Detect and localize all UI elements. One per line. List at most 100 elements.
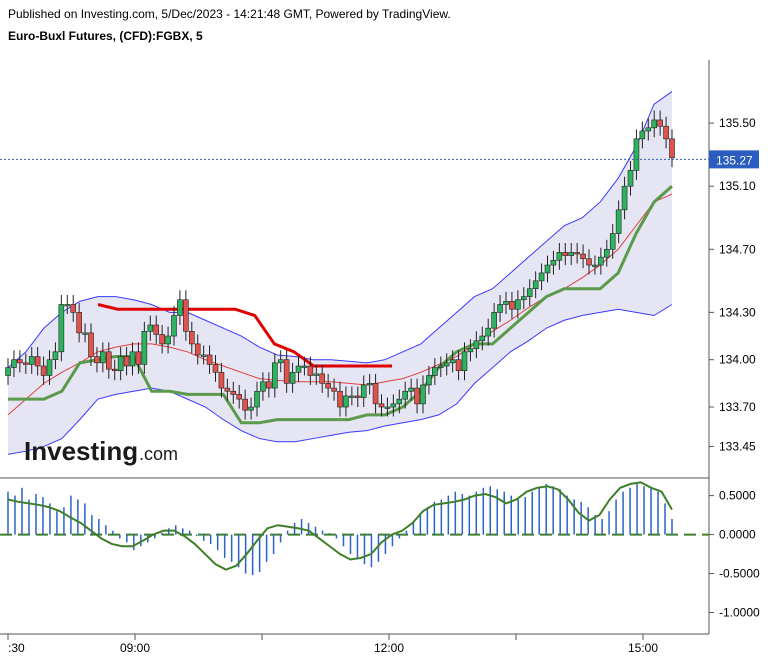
candle-body <box>283 359 290 384</box>
time-tick-label: :30 <box>8 641 25 655</box>
logo-brand: Investing <box>24 436 138 466</box>
candle-body <box>313 373 320 376</box>
price-tick-labels: 135.50 135.10 134.70 134.30 134.00 133.70 133.… <box>709 116 756 453</box>
candle <box>432 358 438 385</box>
candle-body <box>449 359 456 364</box>
candle <box>378 394 385 417</box>
candle <box>46 350 53 385</box>
candle-body <box>5 367 11 376</box>
candle <box>183 290 189 341</box>
candle-body <box>603 248 610 258</box>
candle <box>301 356 308 376</box>
candle-body <box>64 304 71 307</box>
last-price-badge <box>709 150 759 169</box>
candle <box>615 200 622 243</box>
candle <box>627 160 634 196</box>
candle-body <box>467 348 474 353</box>
candle <box>307 356 314 385</box>
candle-body <box>135 351 142 365</box>
candle-body <box>94 356 100 364</box>
candle-body <box>598 256 604 266</box>
candle <box>313 364 320 385</box>
candle-body <box>147 324 154 332</box>
candle-body <box>254 390 260 408</box>
candle-body <box>88 332 94 357</box>
candle <box>105 342 112 379</box>
candle-body <box>129 351 136 367</box>
candle-body <box>325 383 331 389</box>
candle-body <box>117 356 124 372</box>
candle-body <box>360 384 367 398</box>
candle-body <box>141 331 148 365</box>
candle-body <box>609 233 616 250</box>
candle <box>479 326 486 351</box>
candle <box>295 356 302 382</box>
candle-body <box>194 343 201 356</box>
time-tick-label: 09:00 <box>120 641 150 655</box>
candle <box>449 350 456 373</box>
candle <box>497 295 503 322</box>
candle-body <box>295 365 302 373</box>
candle-body <box>301 365 308 368</box>
candle-body <box>586 258 592 266</box>
candle <box>372 373 379 414</box>
candle-body <box>46 359 53 376</box>
candle-body <box>437 365 444 368</box>
candle <box>337 381 343 417</box>
candle <box>230 381 237 404</box>
candle <box>88 323 94 367</box>
candle <box>515 290 521 319</box>
candle-body <box>420 384 426 405</box>
candle-body <box>123 356 130 367</box>
candle <box>129 342 136 376</box>
candle-body <box>544 264 551 274</box>
time-tick-label: 15:00 <box>628 641 658 655</box>
candle-body <box>307 365 314 376</box>
candle-body <box>236 394 243 400</box>
candle <box>580 244 586 269</box>
candle-body <box>260 381 266 392</box>
macd-signal-line <box>7 481 673 571</box>
candle <box>491 302 497 338</box>
candle <box>171 306 177 346</box>
macd-tick-label: -1.0000 <box>719 606 760 620</box>
candle <box>384 397 391 417</box>
candle-body <box>70 304 77 313</box>
candle-body <box>509 301 515 310</box>
candle-body <box>562 252 569 256</box>
candle <box>153 315 160 344</box>
candle <box>349 386 355 406</box>
candle <box>467 339 474 362</box>
candle <box>568 242 575 266</box>
candle <box>147 315 154 341</box>
candle <box>236 384 243 409</box>
published-note: Published on Investing.com, 5/Dec/2023 -… <box>8 7 451 21</box>
candle-body <box>396 398 403 405</box>
candle-body <box>343 395 349 408</box>
candle <box>52 342 59 370</box>
candle-body <box>242 398 248 411</box>
candle <box>343 386 349 417</box>
candle <box>260 372 266 401</box>
candle-body <box>366 383 373 386</box>
candle-body <box>633 138 640 171</box>
candle <box>283 350 290 393</box>
candle-body <box>271 362 278 389</box>
candle-body <box>111 368 118 372</box>
candle <box>64 295 71 314</box>
band-upper-line <box>7 91 673 368</box>
candle-body <box>479 335 486 342</box>
candle <box>218 362 225 398</box>
candle-body <box>497 304 503 313</box>
candle <box>76 302 82 343</box>
candle-body <box>200 354 207 357</box>
candle <box>277 350 284 373</box>
candle-body <box>82 332 88 335</box>
candle-body <box>384 406 391 409</box>
candle <box>426 366 432 395</box>
candle <box>408 378 414 401</box>
candle-body <box>645 127 652 132</box>
candle <box>271 353 278 398</box>
candle <box>443 353 450 376</box>
